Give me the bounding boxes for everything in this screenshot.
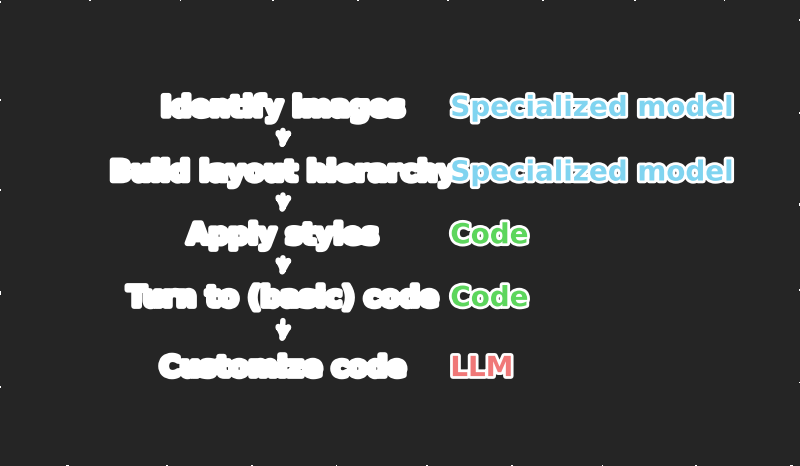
Text: Code: Code (450, 284, 529, 312)
Text: Customize code: Customize code (159, 354, 406, 382)
Text: Identify images: Identify images (161, 94, 405, 122)
Text: Specialized model: Specialized model (450, 158, 734, 186)
Text: LLM: LLM (450, 354, 513, 382)
Text: Code: Code (450, 221, 529, 249)
Text: Build layout hierarchy: Build layout hierarchy (110, 158, 456, 186)
Text: Specialized model: Specialized model (450, 94, 734, 122)
Text: Turn to (basic) code: Turn to (basic) code (127, 284, 438, 312)
Text: Apply styles: Apply styles (187, 221, 378, 249)
